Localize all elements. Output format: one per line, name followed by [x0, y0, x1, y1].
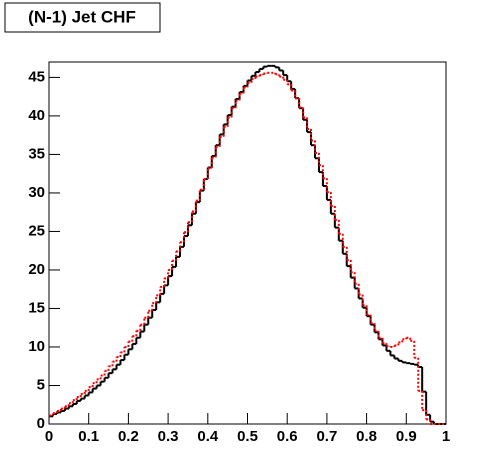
y-tick-label: 5	[37, 376, 45, 393]
y-tick-label: 15	[28, 299, 45, 316]
title-box	[4, 2, 161, 33]
x-tick-label: 0.1	[78, 428, 99, 445]
x-tick-label: 0.8	[356, 428, 377, 445]
y-tick-label: 45	[28, 68, 45, 85]
x-tick-label: 0.7	[316, 428, 337, 445]
x-tick-label: 0.4	[197, 428, 219, 445]
x-tick-label: 0.5	[237, 428, 258, 445]
x-tick-label: 0	[45, 428, 53, 445]
y-tick-label: 35	[28, 145, 45, 162]
x-tick-label: 0.9	[396, 428, 417, 445]
y-tick-label: 10	[28, 338, 45, 355]
x-tick-label: 0.2	[118, 428, 139, 445]
y-tick-label: 25	[28, 222, 45, 239]
x-tick-label: 0.6	[277, 428, 298, 445]
y-tick-label: 40	[28, 107, 45, 124]
x-tick-label: 1	[442, 428, 450, 445]
chart-title: (N-1) Jet CHF	[28, 7, 136, 26]
y-tick-label: 0	[37, 415, 45, 432]
x-tick-label: 0.3	[158, 428, 179, 445]
y-tick-label: 20	[28, 261, 45, 278]
y-tick-label: 30	[28, 184, 45, 201]
